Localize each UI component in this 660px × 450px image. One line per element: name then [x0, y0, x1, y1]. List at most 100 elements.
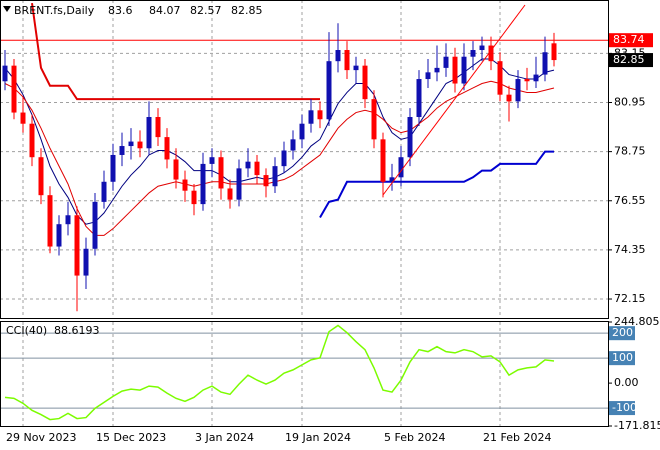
candle-body — [326, 61, 332, 120]
candle-body — [515, 79, 521, 102]
trend-line — [382, 4, 526, 196]
candle-body — [146, 117, 152, 149]
level-box — [609, 401, 635, 416]
price-line-label: 83.74 — [613, 33, 645, 46]
candle-body — [2, 65, 8, 82]
header-ohlc: 84.07 — [149, 4, 181, 17]
candle-body — [272, 166, 278, 187]
candle-body — [434, 67, 440, 73]
indicator-line — [4, 324, 555, 421]
candle-body — [290, 139, 296, 151]
level-box — [609, 326, 635, 341]
candle-body — [119, 146, 125, 155]
candle-body — [101, 181, 107, 202]
y-tick-label: 80.95 — [614, 95, 646, 108]
cci-frame — [0, 321, 609, 427]
x-tick-label: 21 Feb 2024 — [483, 431, 551, 444]
candle-body — [182, 179, 188, 191]
candle-body — [173, 159, 179, 180]
candle-body — [542, 52, 548, 75]
candle-body — [371, 99, 377, 140]
level-label: 100 — [612, 351, 633, 364]
candle-body — [452, 56, 458, 84]
candle-body — [344, 50, 350, 71]
candle-body — [362, 65, 368, 100]
candle-body — [200, 163, 206, 205]
candle-body — [47, 195, 53, 247]
x-tick-label: 29 Nov 2023 — [6, 431, 76, 444]
candle-body — [551, 43, 557, 61]
y-tick-label: -171.815 — [614, 419, 660, 432]
candle-body — [416, 79, 422, 118]
candle-body — [11, 65, 17, 113]
y-tick-label: 244.805 — [614, 315, 660, 328]
x-tick-label: 19 Jan 2024 — [285, 431, 351, 444]
candle-body — [479, 45, 485, 51]
candle-body — [209, 157, 215, 164]
candle-body — [29, 123, 35, 158]
candle-body — [380, 139, 386, 182]
price-frame — [0, 0, 609, 319]
candle-body — [299, 123, 305, 140]
candle-body — [218, 157, 224, 189]
candle-body — [389, 177, 395, 182]
x-tick-label: 3 Jan 2024 — [195, 431, 254, 444]
candle-body — [407, 117, 413, 158]
indicator-line — [31, 2, 320, 101]
header-arrow — [3, 6, 11, 12]
x-tick-label: 5 Feb 2024 — [384, 431, 445, 444]
last-price-label: 82.85 — [613, 53, 645, 66]
candle-body — [128, 141, 134, 147]
candle-body — [353, 65, 359, 71]
candle-body — [497, 61, 503, 95]
header-title: BRENT.fs,Daily — [14, 4, 95, 17]
candle-body — [164, 137, 170, 160]
candle-body — [20, 112, 26, 124]
candle-body — [65, 215, 71, 225]
candle-body — [254, 161, 260, 176]
y-tick-label: 74.35 — [614, 243, 646, 256]
candle-body — [470, 50, 476, 57]
candle-body — [110, 154, 116, 182]
header-ohlc: 83.6 — [108, 4, 133, 17]
candle-body — [92, 201, 98, 249]
candle-body — [245, 161, 251, 169]
y-tick-label: 78.75 — [614, 145, 646, 158]
header-ohlc: 82.85 — [231, 4, 263, 17]
candle-body — [227, 188, 233, 200]
candle-body — [83, 248, 89, 276]
candle-body — [335, 50, 341, 62]
y-tick-label: 76.55 — [614, 194, 646, 207]
last-price-box — [609, 53, 653, 68]
candle-body — [524, 79, 530, 82]
candle-body — [443, 56, 449, 68]
candle-body — [461, 56, 467, 84]
candle-body — [236, 168, 242, 200]
level-label: -100 — [612, 401, 637, 414]
level-label: 200 — [612, 326, 633, 339]
header-ohlc: 82.57 — [190, 4, 222, 17]
candle-body — [74, 215, 80, 276]
x-tick-label: 15 Dec 2023 — [96, 431, 166, 444]
indicator-line — [319, 150, 554, 219]
cci-title: CCI(40) — [6, 324, 47, 337]
candle-body — [317, 110, 323, 120]
candle-body — [38, 157, 44, 196]
candle-body — [398, 157, 404, 178]
y-tick-label: 0.00 — [614, 376, 639, 389]
candle-body — [533, 74, 539, 82]
candle-body — [488, 45, 494, 62]
candle-body — [506, 94, 512, 102]
candle-body — [191, 190, 197, 205]
y-tick-label: 72.15 — [614, 292, 646, 305]
level-box — [609, 351, 635, 366]
candle-body — [263, 175, 269, 187]
candle-body — [155, 117, 161, 138]
candle-body — [281, 150, 287, 167]
overlay: BRENT.fs,Daily 83.6 84.07 82.57 82.85 83.74 82… — [3, 4, 660, 432]
candle-body — [56, 224, 62, 247]
candle-body — [308, 110, 314, 124]
candle-body — [425, 72, 431, 80]
